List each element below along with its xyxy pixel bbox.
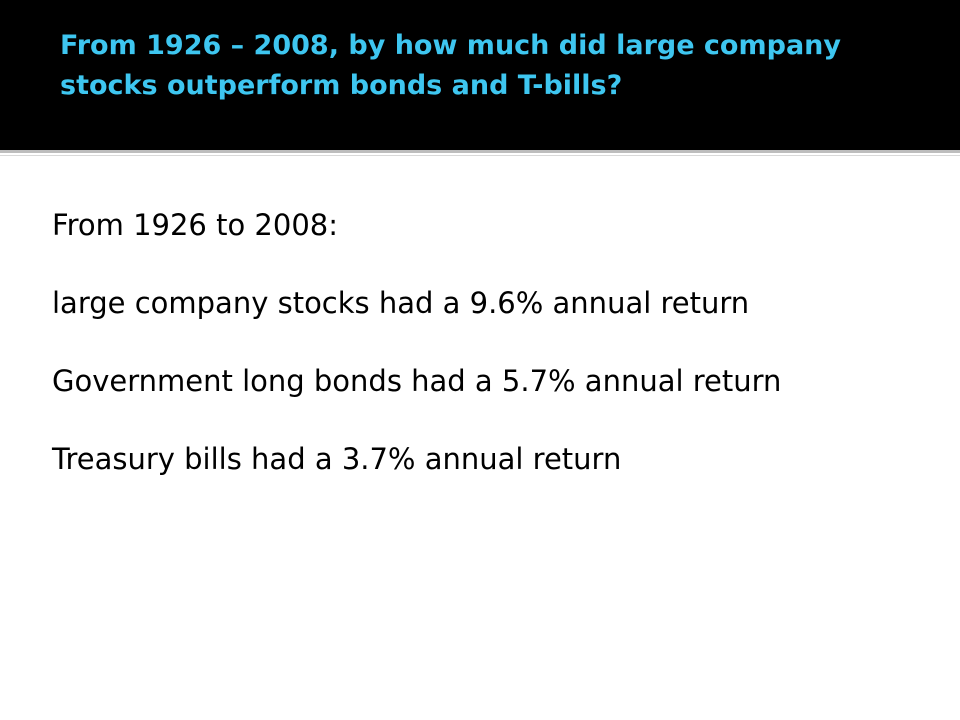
header-bar: From 1926 – 2008, by how much did large … bbox=[0, 0, 960, 150]
body-text: From 1926 to 2008: large company stocks … bbox=[52, 204, 902, 516]
paragraph: Treasury bills had a 3.7% annual return bbox=[52, 442, 622, 476]
divider bbox=[0, 150, 960, 153]
slide-title: From 1926 – 2008, by how much did large … bbox=[60, 30, 841, 101]
paragraph: From 1926 to 2008: bbox=[52, 208, 338, 242]
divider bbox=[0, 155, 960, 156]
paragraph: large company stocks had a 9.6% annual r… bbox=[52, 286, 750, 320]
paragraph: Government long bonds had a 5.7% annual … bbox=[52, 364, 782, 398]
